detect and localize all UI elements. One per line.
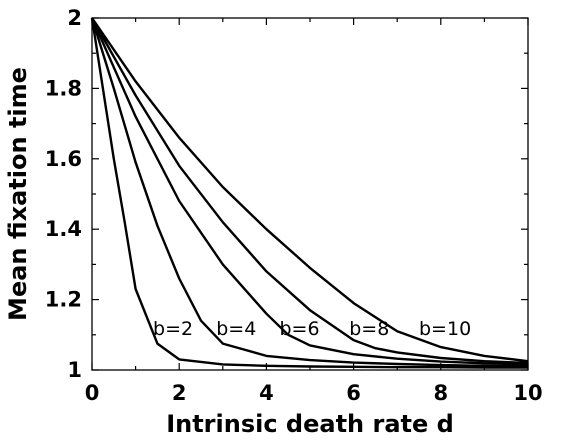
series-line-b-10	[91, 17, 529, 363]
series-label-b-10: b=10	[419, 318, 471, 340]
series-label-b-2: b=2	[153, 318, 193, 340]
x-tick-label: 2	[172, 381, 187, 405]
y-tick-label: 1.4	[45, 217, 82, 241]
series-line-b-6	[90, 17, 529, 366]
x-axis-title: Intrinsic death rate d	[166, 410, 454, 438]
x-tick-label: 6	[346, 381, 361, 405]
series-line-b-8	[90, 17, 529, 365]
x-tick-label: 0	[85, 381, 100, 405]
y-axis-title: Mean fixation time	[4, 67, 32, 321]
y-tick-labels: 1 1.2 1.4 1.6 1.8 2	[45, 6, 82, 382]
x-tick-label: 4	[259, 381, 274, 405]
series-lines	[90, 17, 529, 369]
x-tick-label: 8	[433, 381, 448, 405]
series-line-b-4	[90, 17, 529, 368]
x-tick-label: 10	[513, 381, 542, 405]
series-label-b-4: b=4	[216, 318, 256, 340]
y-tick-label: 1.6	[45, 147, 82, 171]
x-tick-labels: 0 2 4 6 8 10	[85, 381, 543, 405]
y-tick-label: 1.8	[45, 76, 82, 100]
series-label-b-6: b=6	[279, 318, 319, 340]
series-line-b-2	[90, 17, 528, 369]
y-tick-label: 2	[67, 6, 82, 30]
y-tick-label: 1	[67, 358, 82, 382]
series-label-b-8: b=8	[349, 318, 389, 340]
y-tick-label: 1.2	[45, 288, 82, 312]
series-labels: b=2 b=4 b=6 b=8 b=10	[153, 318, 471, 340]
